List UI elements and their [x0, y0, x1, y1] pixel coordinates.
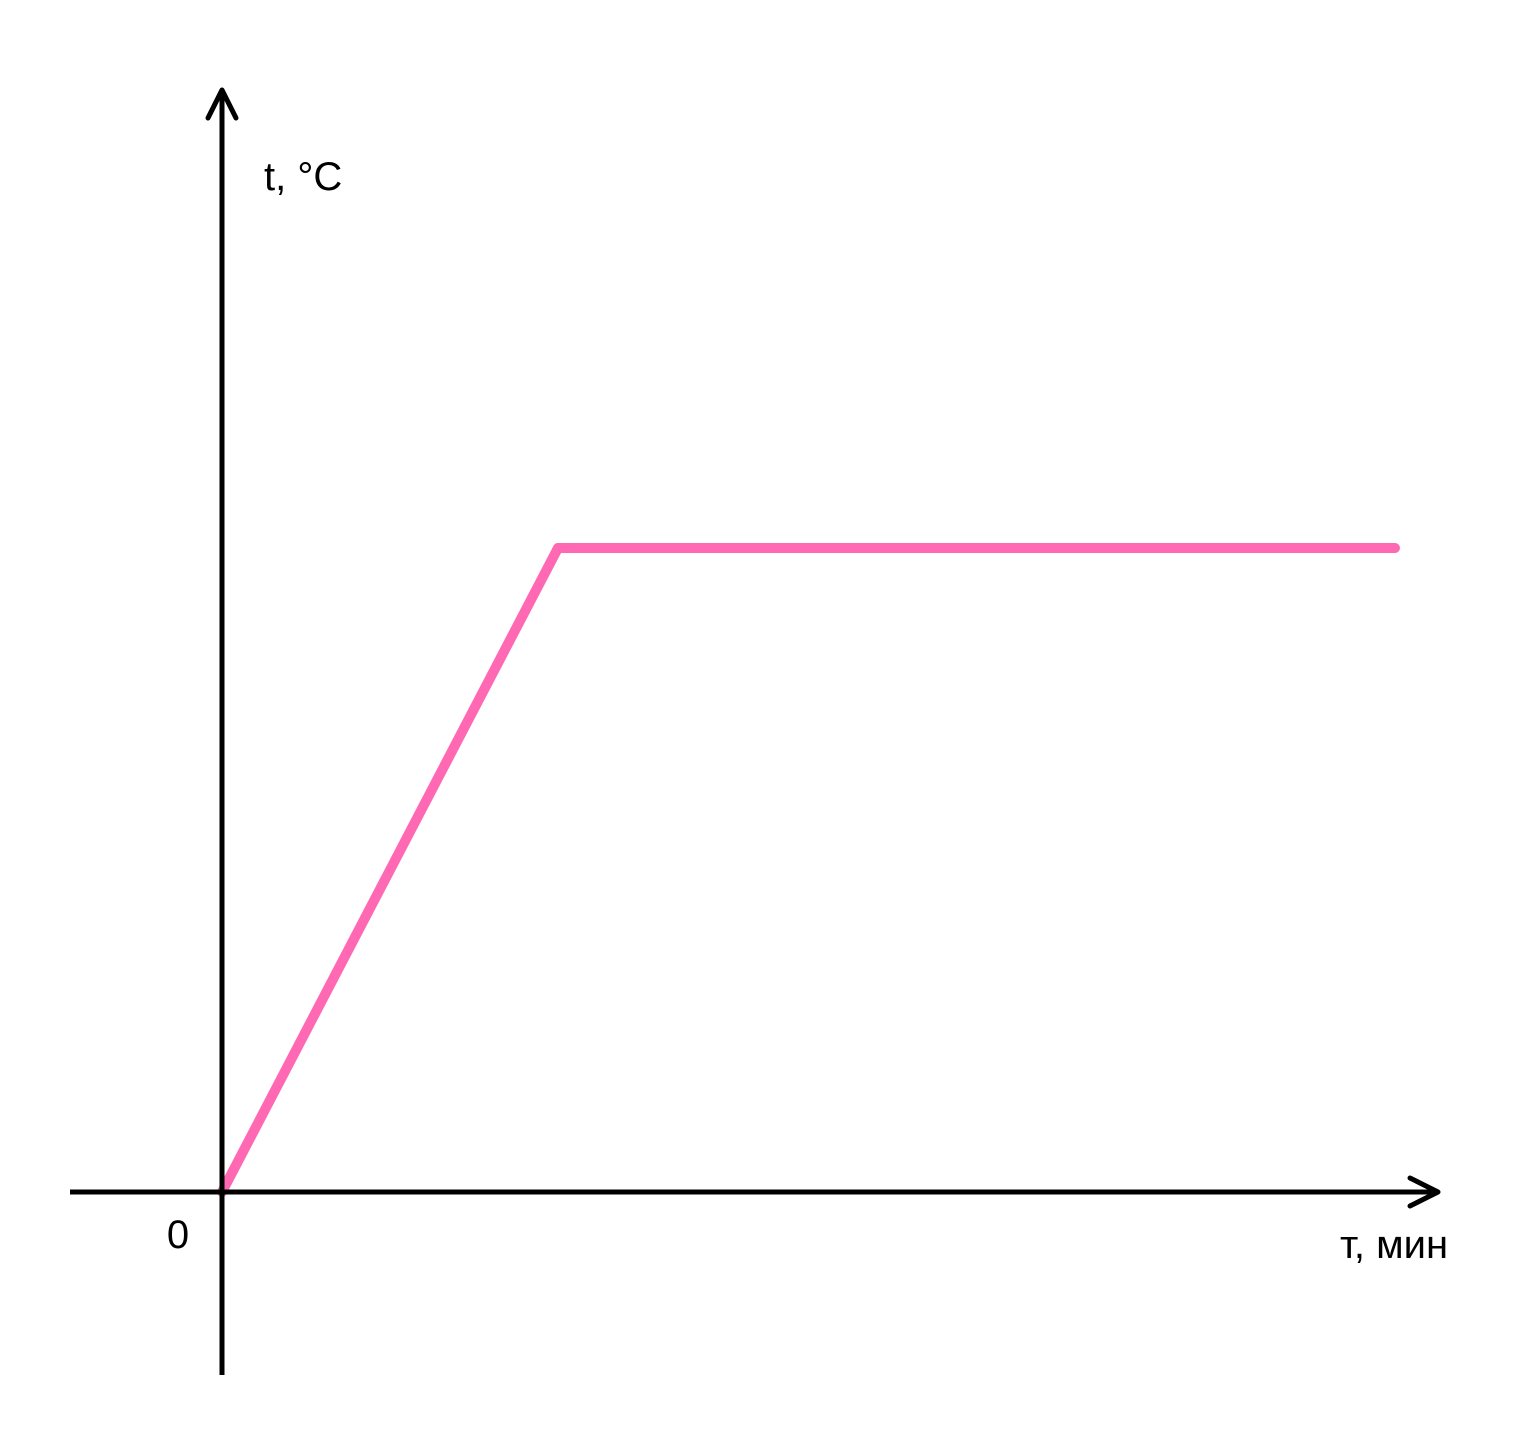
- x-axis-label: т, мин: [1340, 1223, 1448, 1267]
- chart-svg: t, °C т, мин 0: [0, 0, 1536, 1449]
- temperature-time-chart: t, °C т, мин 0: [0, 0, 1536, 1449]
- chart-background: [0, 0, 1536, 1449]
- origin-label: 0: [167, 1213, 189, 1257]
- y-axis-label: t, °C: [264, 155, 342, 199]
